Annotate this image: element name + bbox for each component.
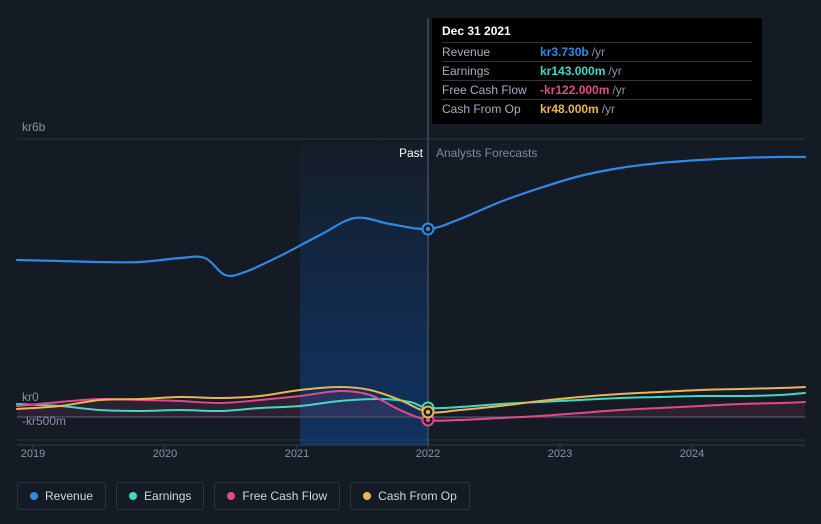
chart-tooltip: Dec 31 2021 Revenue kr3.730b/yr Earnings… [432,18,762,124]
tooltip-row-cfo: Cash From Op kr48.000m/yr [442,99,752,118]
tooltip-metric-value: -kr122.000m/yr [540,83,626,97]
y-tick-label: -kr500m [22,414,66,428]
legend-dot-icon [227,492,235,500]
past-label: Past [399,146,423,160]
x-tick-label: 2021 [285,448,309,460]
y-tick-label: kr6b [22,120,45,134]
legend-dot-icon [30,492,38,500]
legend-label: Earnings [144,489,191,503]
legend-dot-icon [363,492,371,500]
tooltip-row-earnings: Earnings kr143.000m/yr [442,61,752,80]
legend-dot-icon [129,492,137,500]
forecast-label: Analysts Forecasts [436,146,537,160]
legend-item-cfo[interactable]: Cash From Op [350,482,470,510]
y-tick-label: kr0 [22,390,39,404]
financial-chart: kr6b kr0 -kr500m Past Analysts Forecasts… [0,0,821,524]
tooltip-metric-value: kr143.000m/yr [540,64,622,78]
legend-label: Cash From Op [378,489,457,503]
legend-item-revenue[interactable]: Revenue [17,482,106,510]
tooltip-metric-value: kr48.000m/yr [540,102,615,116]
x-tick-label: 2020 [153,448,177,460]
legend-label: Revenue [45,489,93,503]
tooltip-date: Dec 31 2021 [442,24,752,42]
chart-legend: Revenue Earnings Free Cash Flow Cash Fro… [17,482,470,510]
tooltip-metric-label: Revenue [442,45,532,59]
tooltip-metric-label: Cash From Op [442,102,532,116]
tooltip-metric-label: Earnings [442,64,532,78]
x-tick-label: 2022 [416,448,440,460]
x-tick-label: 2024 [680,448,704,460]
tooltip-row-fcf: Free Cash Flow -kr122.000m/yr [442,80,752,99]
legend-label: Free Cash Flow [242,489,327,503]
x-axis-labels: 2019 2020 2021 2022 2023 2024 [0,448,821,468]
legend-item-fcf[interactable]: Free Cash Flow [214,482,340,510]
tooltip-metric-value: kr3.730b/yr [540,45,605,59]
tooltip-row-revenue: Revenue kr3.730b/yr [442,42,752,61]
legend-item-earnings[interactable]: Earnings [116,482,204,510]
x-tick-label: 2019 [21,448,45,460]
tooltip-metric-label: Free Cash Flow [442,83,532,97]
x-tick-label: 2023 [548,448,572,460]
